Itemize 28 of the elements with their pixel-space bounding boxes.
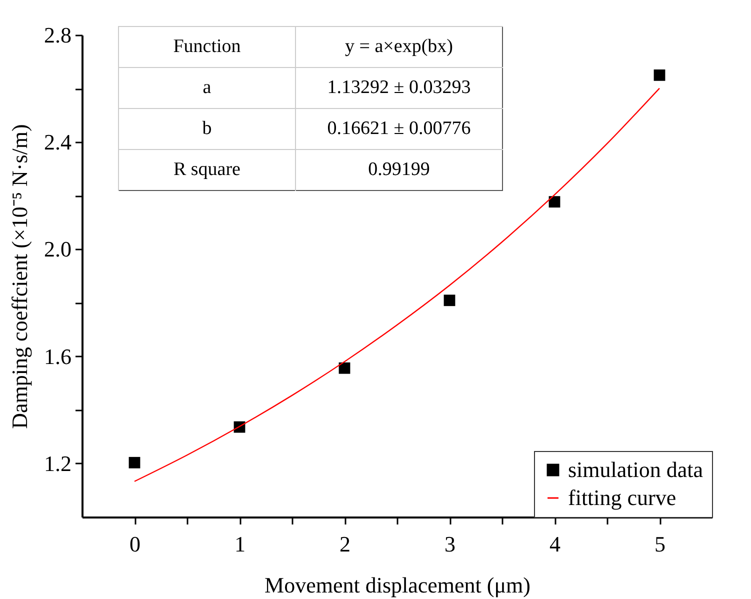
annotation: 0.16621 ± 0.00776 — [296, 108, 502, 150]
y-tick-label: 2.4 — [44, 130, 72, 155]
x-tick-label: 4 — [550, 532, 560, 556]
x-tick-label: 5 — [654, 532, 666, 556]
annotation: R square — [118, 150, 296, 190]
annotation: y = a×exp(bx) — [296, 26, 502, 68]
point — [338, 362, 350, 374]
legend-label: simulation data — [568, 457, 704, 482]
x-tick-label: 2 — [340, 532, 350, 556]
y-tick-label: 2.8 — [44, 22, 72, 48]
y-tick-label: 2.0 — [44, 236, 72, 262]
y-axis-title: Damping coeffcient (×10⁻⁵ N·s/m) — [7, 124, 32, 429]
annotation: 1.13292 ± 0.03293 — [296, 68, 502, 108]
legend-label: fitting curve — [568, 485, 676, 510]
point — [548, 196, 560, 208]
annotation: a — [118, 68, 296, 108]
annotation: Function — [118, 26, 296, 68]
x-tick-label: 1 — [234, 532, 246, 556]
y-tick-label: 1.6 — [44, 344, 72, 369]
x-axis-title: Movement displacement (μm) — [264, 572, 530, 598]
annotation: b — [118, 108, 296, 150]
y-tick-label: 1.2 — [44, 450, 72, 476]
x-tick-label: 3 — [444, 532, 456, 556]
x-tick-label: 0 — [130, 532, 140, 556]
annotation: 0.99199 — [296, 150, 502, 190]
point — [654, 69, 666, 81]
point — [128, 456, 140, 468]
point — [444, 294, 456, 306]
